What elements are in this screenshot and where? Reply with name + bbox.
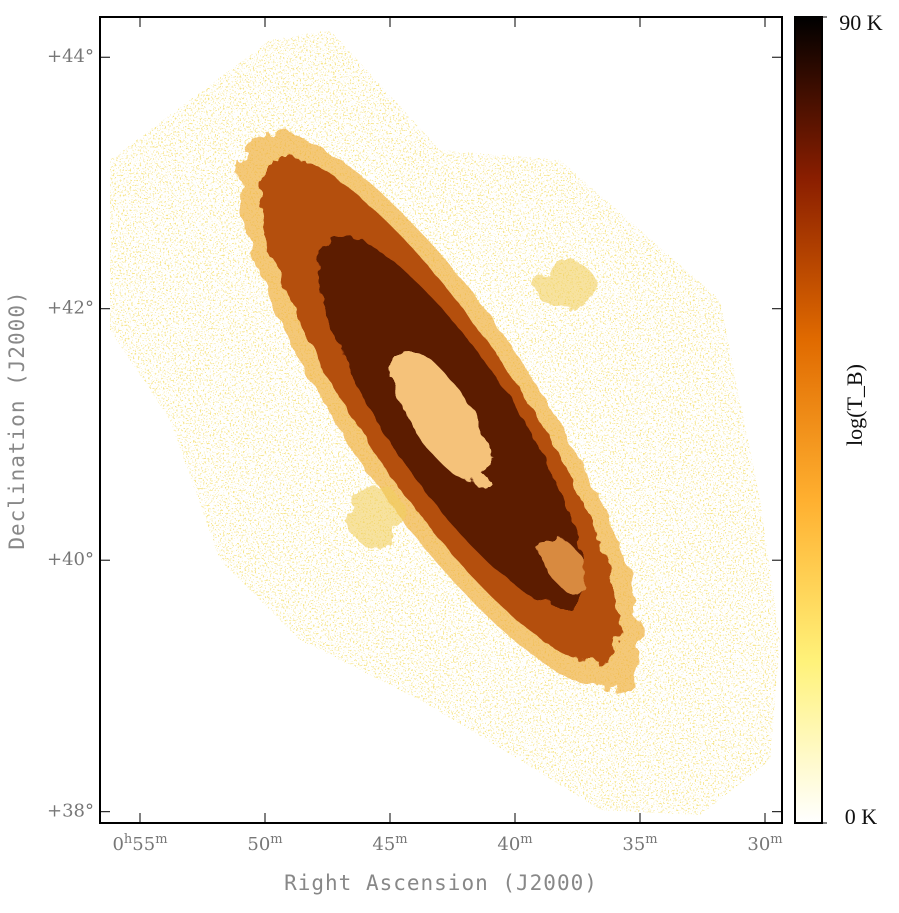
x-tick-label: 0h55m xyxy=(112,832,167,855)
y-tick-label: +40° xyxy=(47,549,94,570)
x-tick-label: 50m xyxy=(247,832,282,855)
inner-hole xyxy=(388,346,492,484)
galaxy-image xyxy=(110,30,780,815)
m32-region xyxy=(535,260,595,310)
y-axis-label: Declination (J2000) xyxy=(5,290,29,549)
colorbar xyxy=(794,16,823,824)
x-tick-label: 40m xyxy=(497,832,532,855)
x-tick-label: 35m xyxy=(622,832,657,855)
y-tick-label: +42° xyxy=(47,298,94,319)
y-tick-label: +44° xyxy=(47,46,94,67)
x-axis-label: Right Ascension (J2000) xyxy=(284,871,598,895)
plot-frame xyxy=(99,16,783,824)
x-tick-label: 45m xyxy=(372,832,407,855)
x-tick-label: 30m xyxy=(747,832,782,855)
colorbar-tick-label: 90 K xyxy=(839,10,883,35)
y-tick-label: +38° xyxy=(47,801,94,822)
colorbar-label: log(T_B) xyxy=(842,364,867,446)
colorbar-tick-label: 0 K xyxy=(845,804,878,829)
axes: 0h55m 50m 45m 40m 35m 30m +44° +42° +40° +38° 90 K… xyxy=(47,10,883,855)
south-knot xyxy=(542,538,588,592)
ngc205-region xyxy=(347,483,403,547)
